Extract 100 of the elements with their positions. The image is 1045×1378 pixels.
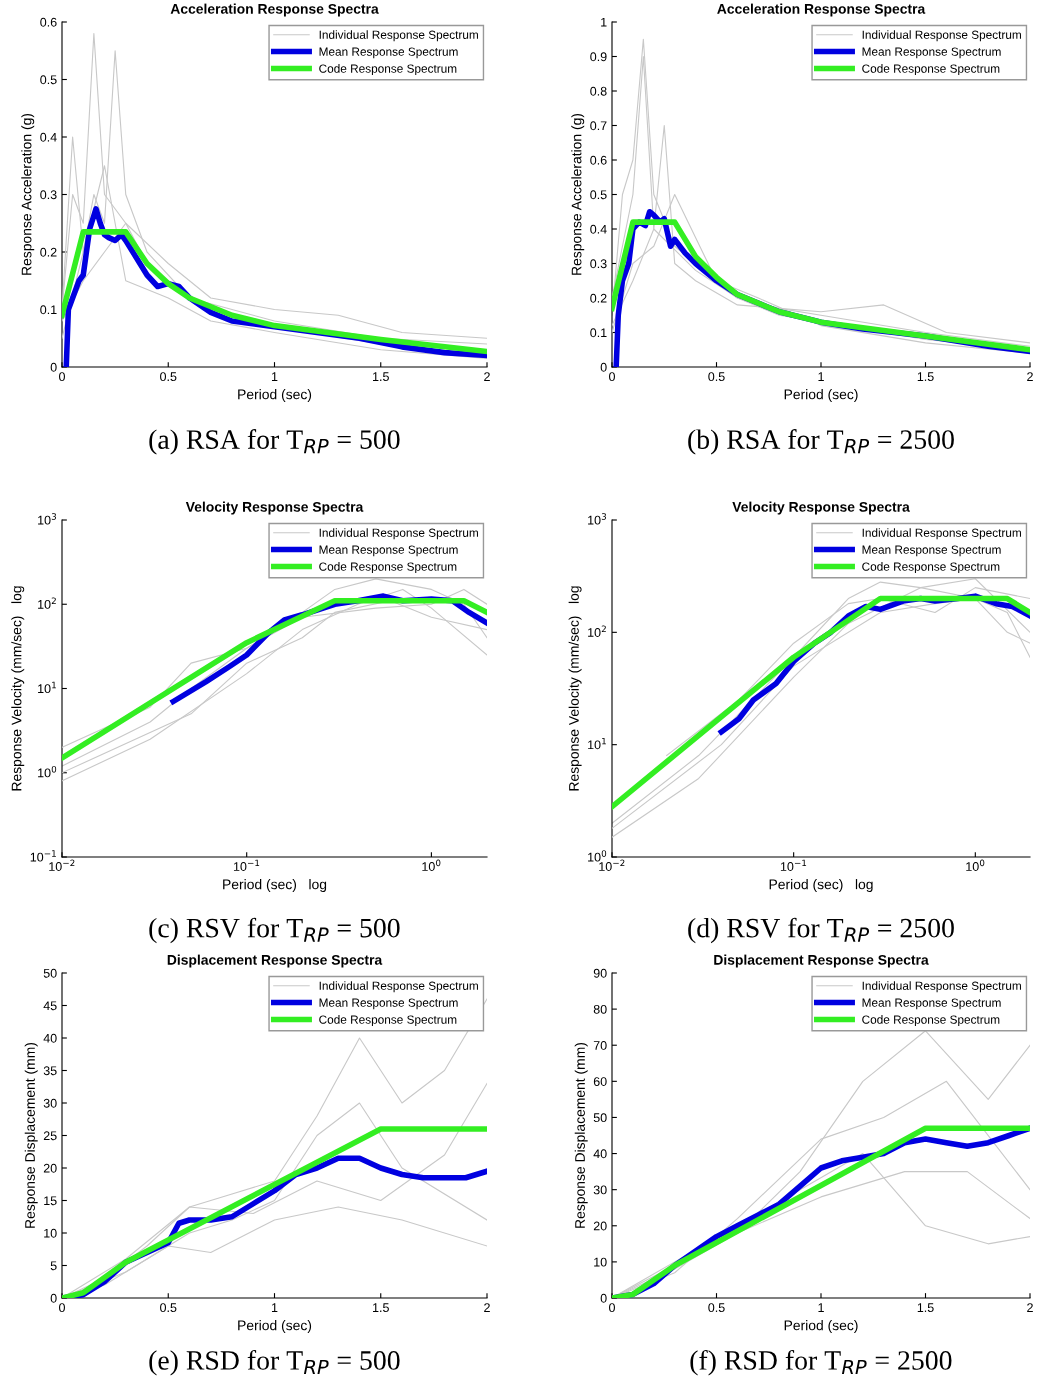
y-tick-label: 40 [43, 1033, 57, 1043]
y-tick-label: 0.3 [590, 259, 607, 269]
y-tick-label: 40 [593, 1149, 607, 1159]
x-axis-title: Period (sec) log [223, 879, 327, 893]
y-tick-label: 10$^{0}$ [588, 850, 607, 862]
x-tick-label: 10$^{0}$ [966, 859, 985, 871]
x-tick-label: 1.5 [917, 1303, 934, 1313]
legend-label: Individual Response Spectrum [862, 528, 1021, 540]
x-axis-title: Period (sec) [784, 1320, 858, 1334]
x-tick-label: 1.5 [373, 1303, 389, 1313]
x-tick-label: 0 [609, 1303, 615, 1313]
y-tick-label: 10$^{−1}$ [30, 850, 56, 862]
y-axis-title: Response Acceleration (g) [21, 113, 35, 275]
y-tick-label: 10 [44, 1228, 57, 1238]
y-axis-title: Response Velocity (mm/sec) log [568, 586, 582, 791]
y-tick-label: 0.4 [590, 224, 607, 234]
x-tick-label: 0 [59, 372, 65, 382]
y-tick-label: 50 [593, 1113, 607, 1123]
x-tick-label: 1 [818, 1303, 824, 1312]
y-tick-label: 70 [593, 1041, 607, 1050]
y-tick-label: 90 [593, 968, 607, 978]
y-tick-label: 0.5 [40, 75, 57, 85]
x-tick-label: 0.5 [160, 372, 177, 382]
legend-label: Individual Response Spectrum [862, 30, 1021, 42]
chart-title: Acceleration Response Spectra [717, 3, 926, 17]
x-tick-label: 0 [609, 372, 615, 382]
y-tick-label: 0 [600, 1293, 607, 1303]
x-tick-label: 2 [1027, 372, 1033, 381]
legend-label: Individual Response Spectrum [319, 981, 478, 993]
x-tick-label: 1.5 [373, 372, 389, 382]
y-axis-title: Response Velocity (mm/sec) log [11, 586, 25, 791]
x-tick-label: 10$^{−1}$ [233, 859, 260, 871]
legend-label: Code Response Spectrum [319, 1015, 457, 1027]
chart-title: Velocity Response Spectra [185, 501, 364, 515]
legend-label: Code Response Spectrum [862, 64, 1000, 76]
text: (f) RSD for T$_{RP}$ = 2500 [690, 1350, 952, 1376]
x-tick-label: 1 [271, 1303, 278, 1312]
y-tick-label: 10$^{3}$ [38, 513, 57, 525]
y-tick-label: 10$^{2}$ [38, 597, 56, 609]
y-tick-label: 0.3 [40, 190, 57, 200]
x-tick-label: 0 [59, 1303, 65, 1313]
y-tick-label: 10$^{1}$ [38, 681, 56, 694]
x-tick-label: 1 [818, 372, 824, 381]
y-tick-label: 10$^{2}$ [588, 625, 606, 637]
y-tick-label: 0 [600, 362, 607, 372]
y-axis-title: Response Displacement (mm) [574, 1042, 588, 1228]
y-tick-label: 0.4 [40, 132, 57, 142]
legend-label: Mean Response Spectrum [319, 47, 458, 59]
x-tick-label: 10$^{−2}$ [49, 859, 75, 871]
y-tick-label: 0.2 [590, 293, 607, 303]
y-tick-label: 60 [593, 1077, 607, 1086]
x-tick-label: 2 [484, 1303, 490, 1312]
x-axis-title: Period (sec) [784, 389, 858, 403]
x-tick-label: 1 [271, 372, 278, 381]
y-tick-label: 15 [44, 1196, 57, 1206]
legend-label: Individual Response Spectrum [319, 528, 478, 540]
y-tick-label: 10$^{1}$ [588, 737, 606, 750]
y-tick-label: 10$^{3}$ [588, 513, 607, 525]
x-axis-title: Period (sec) log [769, 879, 873, 893]
y-tick-label: 0.6 [590, 155, 607, 165]
y-tick-label: 0.7 [590, 121, 607, 131]
y-tick-label: 0.1 [40, 305, 57, 315]
x-tick-label: 0.5 [160, 1303, 177, 1313]
y-tick-label: 0 [50, 1293, 57, 1303]
y-tick-label: 80 [593, 1004, 607, 1014]
chart-title: Displacement Response Spectra [714, 954, 929, 968]
text: (b) RSA for T$_{RP}$ = 2500 [688, 429, 954, 455]
legend-label: Code Response Spectrum [862, 1015, 1000, 1027]
y-tick-label: 0.1 [590, 328, 607, 338]
y-tick-label: 25 [43, 1131, 57, 1141]
x-tick-label: 2 [1027, 1303, 1033, 1312]
x-tick-label: 10$^{0}$ [422, 859, 441, 871]
x-axis-title: Period (sec) [238, 389, 312, 403]
y-tick-label: 5 [50, 1261, 57, 1271]
legend-label: Code Response Spectrum [319, 562, 457, 574]
legend-label: Code Response Spectrum [319, 64, 457, 76]
y-tick-label: 50 [43, 968, 57, 978]
y-tick-label: 30 [43, 1098, 57, 1108]
text: (e) RSD for T$_{RP}$ = 500 [149, 1350, 400, 1376]
y-tick-label: 20 [593, 1221, 607, 1231]
legend-label: Individual Response Spectrum [862, 981, 1021, 993]
y-tick-label: 30 [593, 1185, 607, 1195]
y-tick-label: 35 [43, 1066, 57, 1076]
y-tick-label: 1 [601, 17, 607, 27]
y-tick-label: 10 [594, 1257, 607, 1267]
x-tick-label: 1.5 [917, 372, 934, 382]
legend-label: Mean Response Spectrum [862, 47, 1001, 59]
y-axis-title: Response Acceleration (g) [571, 113, 585, 275]
y-tick-label: 0.5 [590, 190, 607, 200]
x-tick-label: 2 [484, 372, 490, 381]
x-axis-title: Period (sec) [238, 1320, 312, 1334]
y-tick-label: 45 [43, 1001, 57, 1011]
text: (a) RSA for T$_{RP}$ = 500 [149, 429, 400, 455]
chart-title: Displacement Response Spectra [167, 954, 383, 968]
text: (d) RSV for T$_{RP}$ = 2500 [688, 917, 954, 944]
y-tick-label: 20 [43, 1163, 57, 1173]
chart-title: Velocity Response Spectra [732, 501, 910, 515]
legend-label: Mean Response Spectrum [862, 545, 1001, 557]
x-tick-label: 0.5 [708, 372, 725, 382]
y-tick-label: 0.6 [40, 17, 57, 27]
